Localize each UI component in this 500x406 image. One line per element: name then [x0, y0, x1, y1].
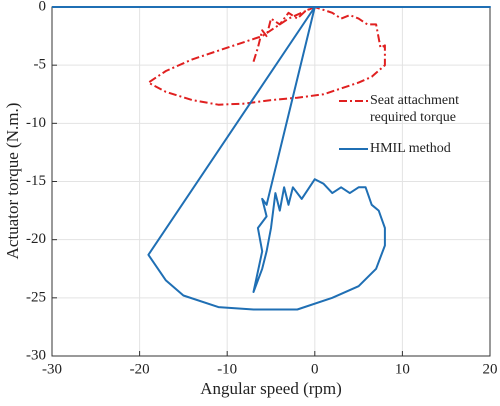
series-line — [147, 6, 386, 106]
y-tick-label: -25 — [26, 289, 46, 305]
series-line — [52, 6, 491, 311]
legend-entry: HMIL method — [338, 140, 488, 157]
x-tick-label: -20 — [130, 361, 150, 377]
legend-label: Seat attachment required torque — [370, 93, 460, 125]
y-tick-label: 0 — [39, 0, 47, 14]
x-tick-label: 0 — [311, 361, 319, 377]
y-axis-label: Actuator torque (N.m.) — [3, 103, 22, 260]
x-tick-label: 10 — [395, 361, 410, 377]
legend-swatch — [339, 100, 368, 102]
x-tick-label: -10 — [217, 361, 237, 377]
y-tick-label: -20 — [26, 231, 46, 247]
legend: Seat attachment required torque HMIL meth… — [338, 92, 488, 171]
legend-swatch — [339, 148, 368, 150]
x-tick-label: 20 — [483, 361, 498, 377]
x-axis-label: Angular speed (rpm) — [200, 379, 342, 398]
x-tick-label: -30 — [42, 361, 62, 377]
y-tick-label: -5 — [34, 57, 47, 73]
y-tick-label: -10 — [26, 115, 46, 131]
legend-label: HMIL method — [370, 141, 451, 156]
y-tick-label: -30 — [26, 347, 46, 363]
legend-entry: Seat attachment required torque — [338, 92, 488, 126]
y-tick-label: -15 — [26, 173, 46, 189]
